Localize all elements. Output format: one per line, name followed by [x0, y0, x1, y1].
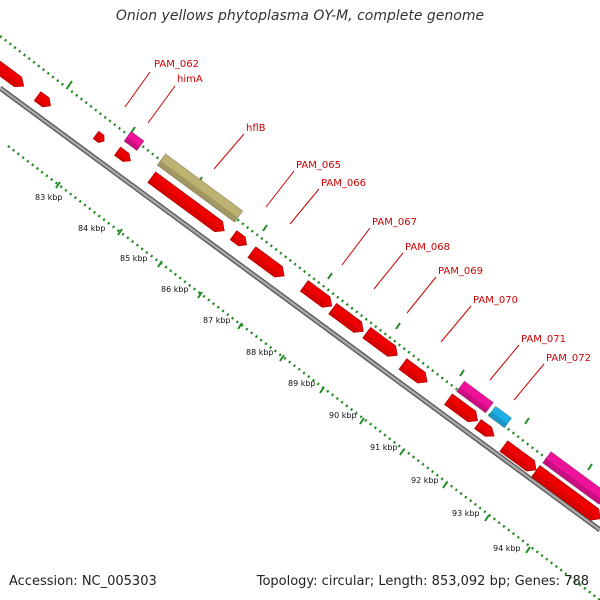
cds-feature [247, 246, 285, 278]
cds-feature [444, 393, 478, 423]
gene-label: PAM_065 [296, 160, 341, 171]
cds-feature [531, 465, 600, 521]
gene-callout: hflB [213, 123, 266, 170]
gene-callout: PAM_071 [489, 334, 566, 381]
cds-feature [114, 146, 131, 162]
kbp-label: 88 kbp [246, 348, 274, 357]
gene-features [0, 60, 600, 521]
kbp-label: 93 kbp [452, 509, 480, 518]
genome-summary: Topology: circular; Length: 853,092 bp; … [256, 574, 589, 589]
kbp-labels: 83 kbp 84 kbp 85 kbp 86 kbp 87 kbp 88 kbp 89 k… [35, 193, 521, 553]
kbp-label: 92 kbp [411, 476, 439, 485]
callout-leader-line [289, 188, 320, 225]
gene-callout: PAM_066 [289, 178, 366, 225]
inner-major-tick [319, 386, 325, 394]
gene-callout: PAM_062 [124, 59, 199, 108]
gene-label: PAM_069 [438, 266, 483, 277]
kbp-label: 87 kbp [203, 316, 231, 325]
kbp-label: 83 kbp [35, 193, 63, 202]
kbp-label: 90 kbp [329, 411, 357, 420]
outer-major-tick [67, 80, 73, 88]
cds-feature [474, 419, 495, 437]
callout-leader-line [440, 305, 472, 343]
gene-callout: PAM_068 [373, 242, 450, 290]
gene-label: PAM_068 [405, 242, 450, 253]
gene-label: hflB [246, 123, 266, 134]
callout-leader-line [147, 85, 176, 124]
accession-label: Accession: NC_005303 [9, 574, 157, 589]
inner-major-tick [117, 228, 123, 236]
gene-label: himA [177, 74, 203, 85]
gene-callout: PAM_072 [513, 353, 591, 401]
kbp-label: 86 kbp [161, 285, 189, 294]
gene-label: PAM_062 [154, 59, 199, 70]
inner-major-tick [442, 481, 448, 489]
callout-leader-line [124, 71, 151, 108]
cds-feature [33, 91, 51, 108]
inner-major-tick [399, 448, 405, 456]
pink-feature [542, 451, 600, 505]
cds-feature [0, 60, 25, 88]
outer-major-tick [524, 417, 530, 425]
gene-label: PAM_066 [321, 178, 366, 189]
gene-label: PAM_067 [372, 217, 417, 228]
outer-major-tick [327, 272, 333, 280]
inner-major-tick [359, 417, 365, 425]
callout-leader-line [513, 363, 545, 401]
pink-feature [456, 380, 494, 414]
callout-leader-line [265, 170, 295, 208]
cds-feature [499, 440, 537, 472]
gene-label: PAM_072 [546, 353, 591, 364]
kbp-label: 94 kbp [493, 544, 521, 553]
inner-major-tick [237, 322, 243, 330]
gene-callout: PAM_065 [265, 160, 341, 208]
cyan-feature [487, 405, 513, 429]
genome-backbone [0, 85, 600, 533]
gene-callout: PAM_070 [440, 295, 518, 343]
inner-major-tick [157, 260, 163, 268]
gene-callout: PAM_067 [341, 217, 417, 266]
cds-feature [362, 326, 398, 357]
callout-leader-line [406, 276, 437, 314]
inner-major-tick [484, 514, 490, 522]
kbp-label: 89 kbp [288, 379, 316, 388]
outer-major-tick [262, 224, 268, 232]
inner-major-tick [197, 291, 203, 299]
callout-leader-line [489, 344, 520, 381]
gene-callout: PAM_069 [406, 266, 483, 314]
map-title: Onion yellows phytoplasma OY-M, complete… [115, 8, 485, 24]
cds-feature [299, 280, 333, 308]
gene-label: PAM_071 [521, 334, 566, 345]
cds-feature [147, 171, 225, 233]
inner-major-tick [55, 181, 61, 189]
inner-major-tick [279, 354, 285, 362]
gene-label: PAM_070 [473, 295, 518, 306]
callout-leader-line [213, 133, 245, 170]
cds-feature [92, 130, 105, 143]
pink-feature [123, 130, 145, 152]
gene-callout: himA [147, 74, 203, 124]
outer-major-tick [395, 322, 401, 330]
kbp-label: 84 kbp [78, 224, 106, 233]
cds-feature [229, 230, 247, 247]
outer-major-tick [587, 463, 593, 471]
callout-leader-line [373, 252, 404, 290]
outer-tick-track [0, 35, 600, 501]
inner-tick-track [7, 145, 600, 600]
khaki-feature [156, 153, 244, 223]
cds-feature [328, 302, 364, 333]
major-ticks [55, 80, 593, 554]
inner-major-tick [525, 546, 531, 554]
kbp-label: 91 kbp [370, 443, 398, 452]
callout-leader-line [341, 227, 371, 266]
gene-labels: PAM_062 himA hflB PAM_065 PAM_066 PAM_067 PAM_… [124, 59, 591, 401]
kbp-label: 85 kbp [120, 254, 148, 263]
outer-major-tick [459, 369, 465, 377]
cds-feature [398, 358, 428, 384]
